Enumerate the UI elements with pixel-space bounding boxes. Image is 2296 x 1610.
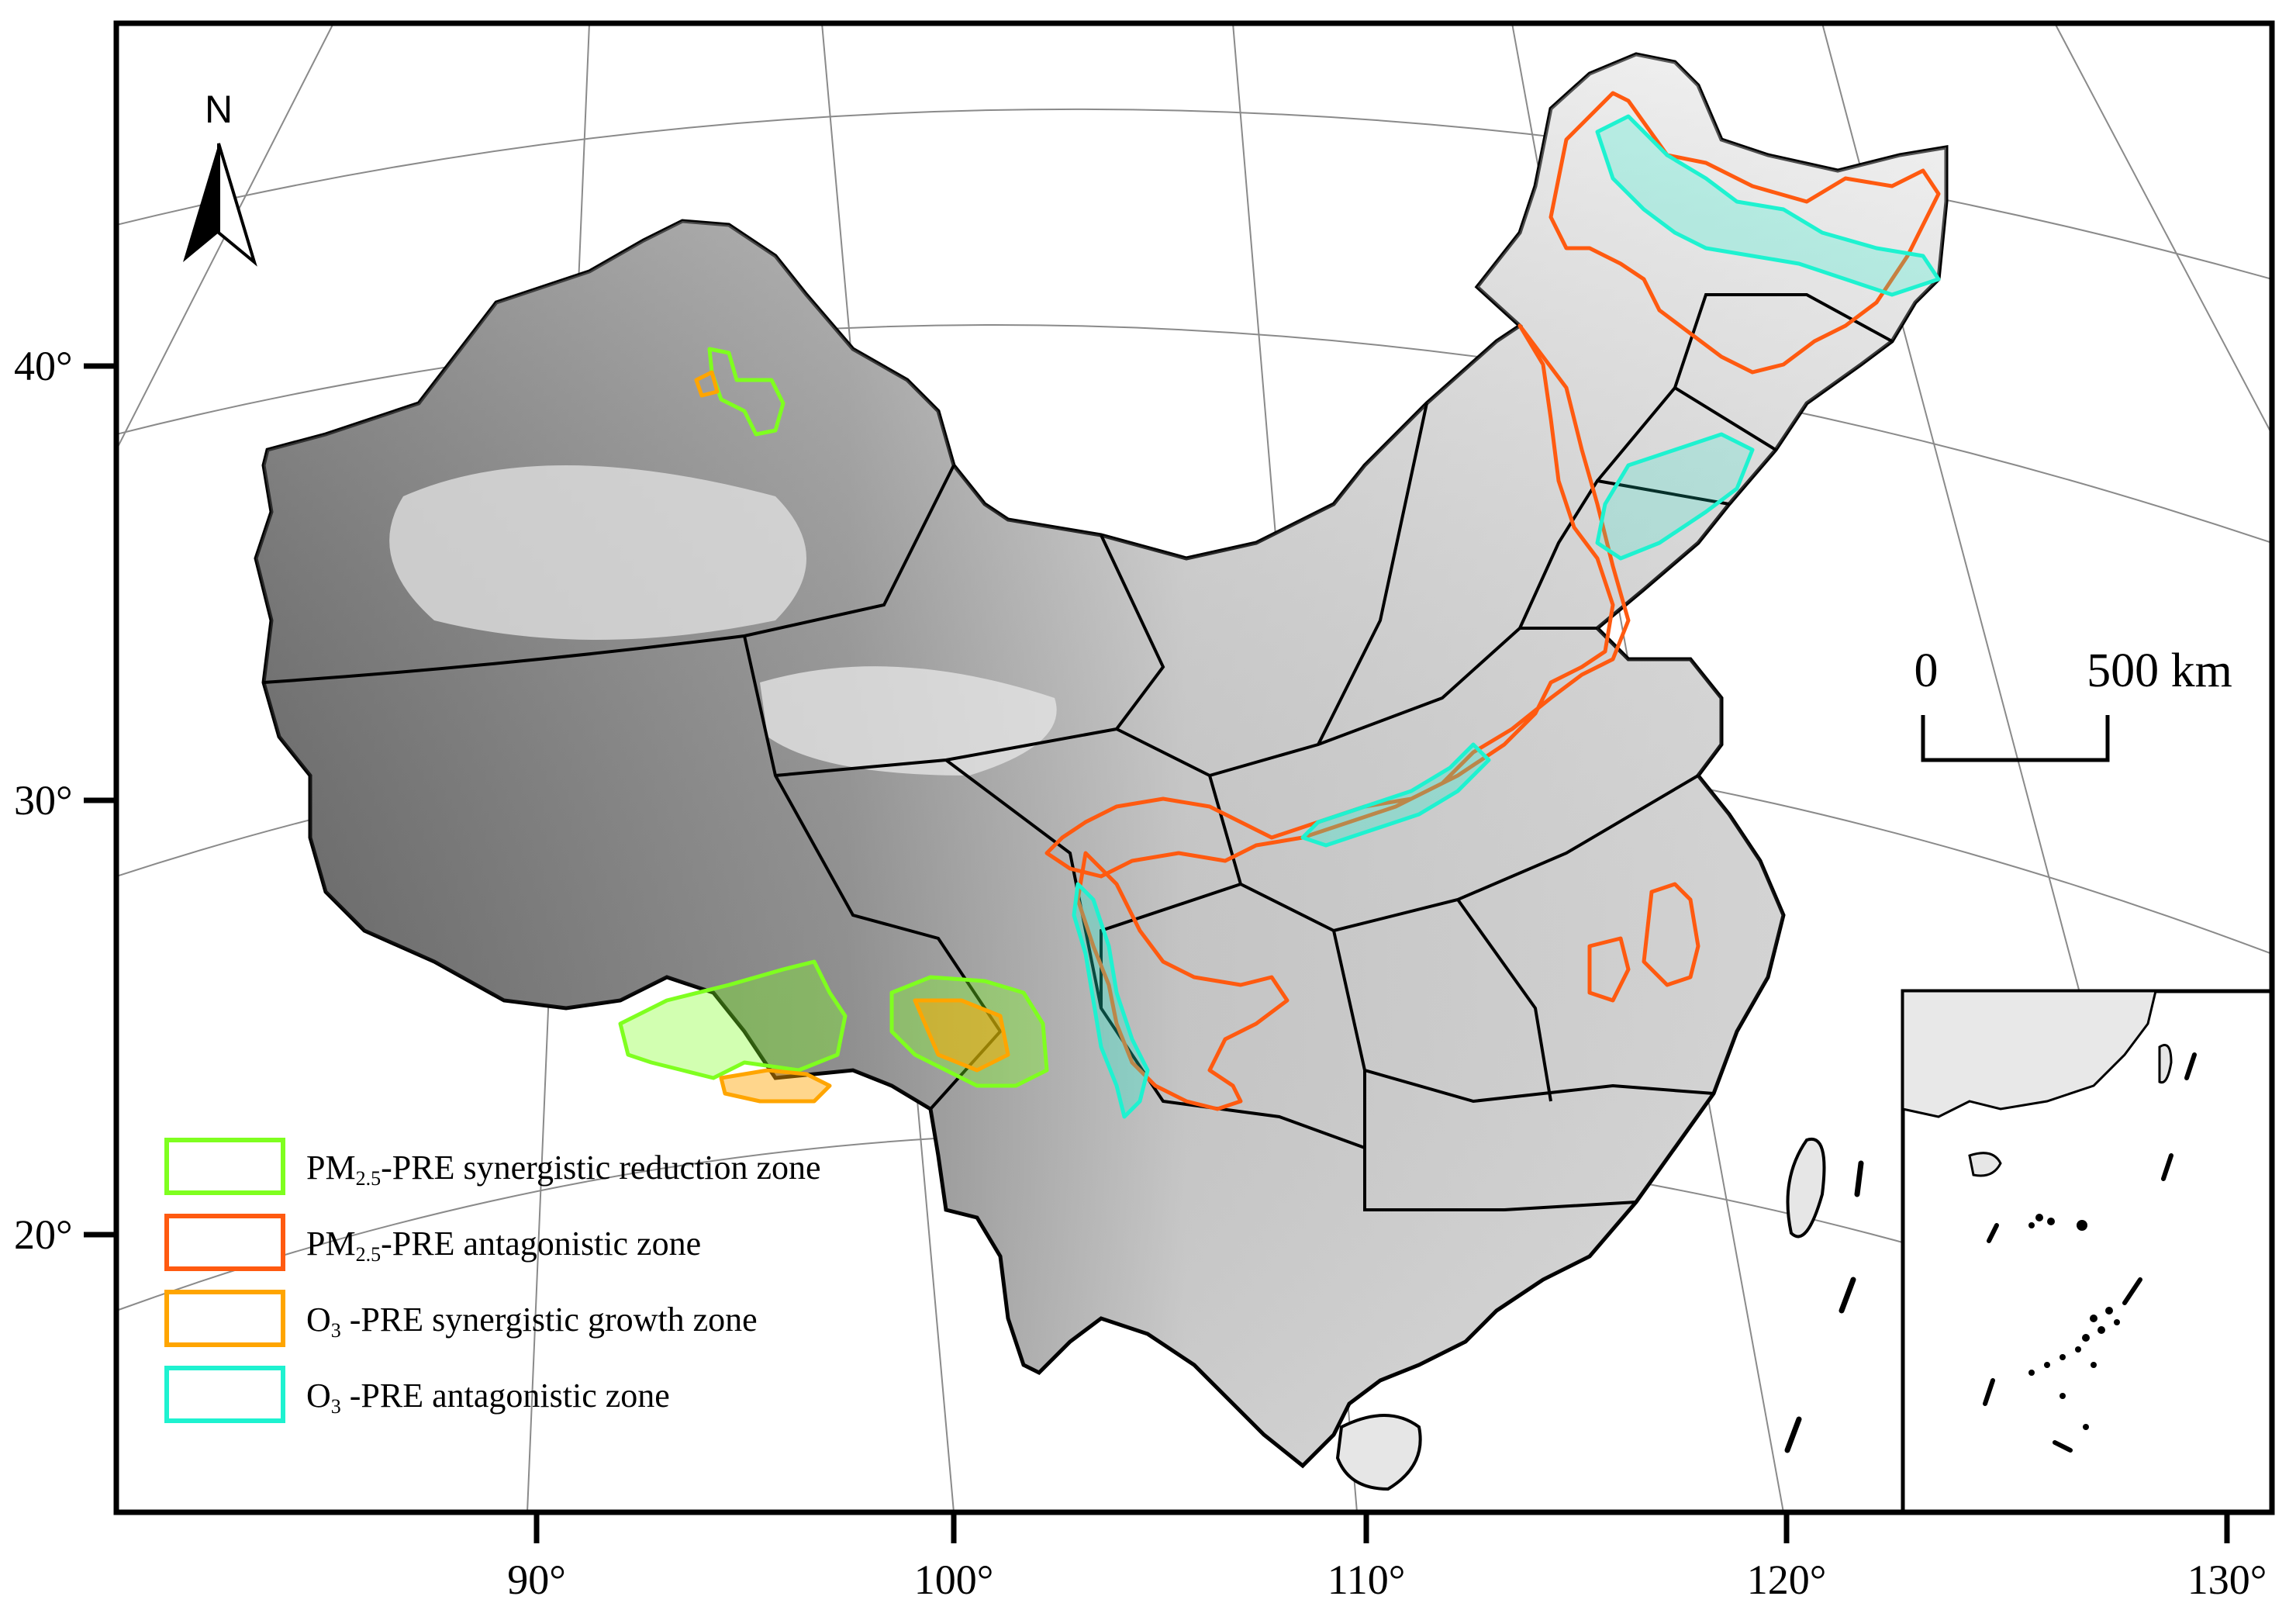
- legend-label: PM2.5-PRE synergistic reduction zone: [306, 1149, 821, 1190]
- lon-tick-label: 90°: [507, 1556, 566, 1603]
- lon-tick-label: 120°: [1747, 1556, 1827, 1603]
- pm25-synergistic-zone-tibet-west: [618, 959, 848, 1080]
- scale-start-label: 0: [1914, 644, 1939, 697]
- pm25-antagonistic-zone-central: [1587, 936, 1631, 1003]
- legend-swatch: [164, 1214, 285, 1271]
- legend-label: PM2.5-PRE antagonistic zone: [306, 1225, 701, 1266]
- o3-antagonistic-zone-sichuan: [1072, 882, 1150, 1119]
- scale-end-label: 500 km: [2087, 644, 2232, 697]
- maritime-boundary: [1784, 1160, 1864, 1453]
- longitude-ticks: [533, 1512, 2230, 1543]
- o3-antagonistic-zone-loess: [1300, 742, 1491, 848]
- pm25-antagonistic-zone-northeast: [1549, 91, 1941, 375]
- zone-overlays: [618, 91, 1941, 1119]
- lat-tick-label: 40°: [14, 343, 73, 389]
- pm25-antagonistic-zone-southwest: [1075, 851, 1290, 1111]
- scale-bar: 0 500 km: [1914, 644, 2232, 762]
- legend-label: O3 -PRE antagonistic zone: [306, 1377, 670, 1418]
- lat-tick-label: 20°: [14, 1211, 73, 1258]
- o3-synergistic-zone-tibet-east: [913, 998, 1010, 1073]
- legend-swatch: [164, 1290, 285, 1347]
- legend-label: O3 -PRE synergistic growth zone: [306, 1301, 758, 1342]
- o3-antagonistic-zone-north: [1595, 432, 1755, 561]
- pm25-antagonistic-zone-east: [1642, 882, 1700, 987]
- map-frame: [113, 20, 2275, 1515]
- o3-synergistic-zone-tibet-west: [719, 1068, 832, 1104]
- north-label: N: [205, 88, 233, 131]
- o3-antagonistic-zone-northeast: [1595, 114, 1941, 297]
- south-china-sea-inset: [1901, 989, 2274, 1515]
- latitude-ticks: [84, 363, 116, 1238]
- legend-swatch: [164, 1366, 285, 1423]
- pm25-antagonistic-zone-north: [1044, 323, 1631, 879]
- lat-tick-label: 30°: [14, 777, 73, 824]
- lon-tick-label: 100°: [914, 1556, 994, 1603]
- north-arrow-icon: N: [183, 88, 257, 267]
- legend: PM2.5-PRE synergistic reduction zone PM2.…: [164, 1138, 821, 1423]
- o3-synergistic-zone-xinjiang: [694, 370, 720, 398]
- lon-tick-label: 110°: [1328, 1556, 1406, 1603]
- china-landmass: [254, 52, 1949, 1491]
- lon-tick-label: 130°: [2187, 1556, 2267, 1603]
- legend-swatch: [164, 1138, 285, 1195]
